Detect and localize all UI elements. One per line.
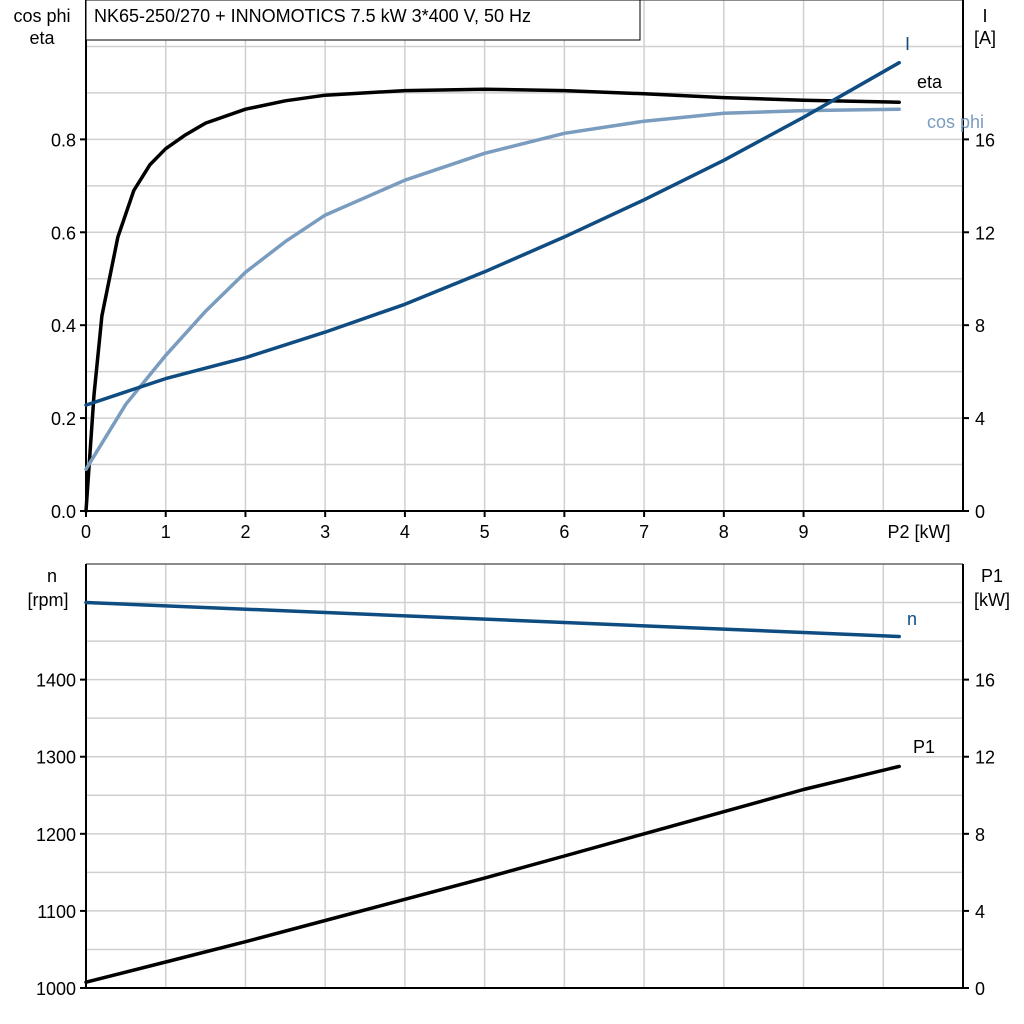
top-right-axis-label-2: [A] bbox=[974, 28, 996, 48]
chart-title: NK65-250/270 + INNOMOTICS 7.5 kW 3*400 V… bbox=[94, 6, 531, 26]
x-tick-label: 0 bbox=[81, 522, 91, 542]
series-label-n: n bbox=[907, 609, 917, 629]
left-tick-label: 1400 bbox=[36, 671, 76, 691]
right-tick-label: 12 bbox=[975, 223, 995, 243]
x-tick-label: 7 bbox=[639, 522, 649, 542]
left-tick-label: 1200 bbox=[36, 825, 76, 845]
series-line-n bbox=[84, 600, 901, 639]
x-tick-label: 8 bbox=[719, 522, 729, 542]
series-label-cos-phi: cos phi bbox=[927, 112, 984, 132]
x-tick-label: 1 bbox=[161, 522, 171, 542]
right-tick-label: 8 bbox=[975, 825, 985, 845]
bottom-chart: 1000 1100 1200 1300 1400 0 4 8 12 16 n P1 bbox=[36, 563, 995, 999]
left-tick-label: 0.6 bbox=[51, 223, 76, 243]
x-tick-label: 6 bbox=[559, 522, 569, 542]
left-tick-label: 0.4 bbox=[51, 316, 76, 336]
x-tick-label: 2 bbox=[240, 522, 250, 542]
left-tick-label: 0.8 bbox=[51, 130, 76, 150]
left-tick-label: 1100 bbox=[37, 902, 76, 922]
x-tick-label: 9 bbox=[799, 522, 809, 542]
series-line-eta bbox=[84, 87, 901, 513]
right-tick-label: 16 bbox=[975, 671, 995, 691]
series-line-p1 bbox=[84, 764, 901, 984]
left-tick-label: 0.0 bbox=[51, 502, 76, 522]
top-right-axis-label-1: I bbox=[982, 6, 987, 26]
x-axis-label: P2 [kW] bbox=[887, 522, 950, 542]
x-tick-label: 5 bbox=[480, 522, 490, 542]
top-left-axis-label-1: cos phi bbox=[13, 6, 70, 26]
right-tick-label: 4 bbox=[975, 409, 985, 429]
right-tick-label: 8 bbox=[975, 316, 985, 336]
series-line-cos-phi bbox=[84, 107, 901, 471]
x-tick-label: 3 bbox=[320, 522, 330, 542]
bottom-right-axis-label-2: [kW] bbox=[974, 590, 1010, 610]
series-label-eta: eta bbox=[917, 72, 943, 92]
right-tick-label: 4 bbox=[975, 902, 985, 922]
right-tick-label: 12 bbox=[975, 748, 995, 768]
series-line-i bbox=[84, 60, 901, 407]
series-label-i: I bbox=[905, 34, 910, 54]
x-tick-label: 4 bbox=[400, 522, 410, 542]
left-tick-label: 0.2 bbox=[51, 409, 76, 429]
left-tick-label: 1300 bbox=[36, 748, 76, 768]
title-box bbox=[85, 0, 641, 41]
right-tick-label: 16 bbox=[975, 130, 995, 150]
bottom-right-axis-label-1: P1 bbox=[981, 566, 1003, 586]
top-left-axis-label-2: eta bbox=[29, 28, 55, 48]
bottom-left-axis-label-1: n bbox=[47, 566, 57, 586]
right-tick-label: 0 bbox=[975, 502, 985, 522]
right-tick-label: 0 bbox=[975, 979, 985, 999]
series-label-p1: P1 bbox=[913, 737, 935, 757]
left-tick-label: 1000 bbox=[36, 979, 76, 999]
bottom-left-axis-label-2: [rpm] bbox=[27, 590, 68, 610]
